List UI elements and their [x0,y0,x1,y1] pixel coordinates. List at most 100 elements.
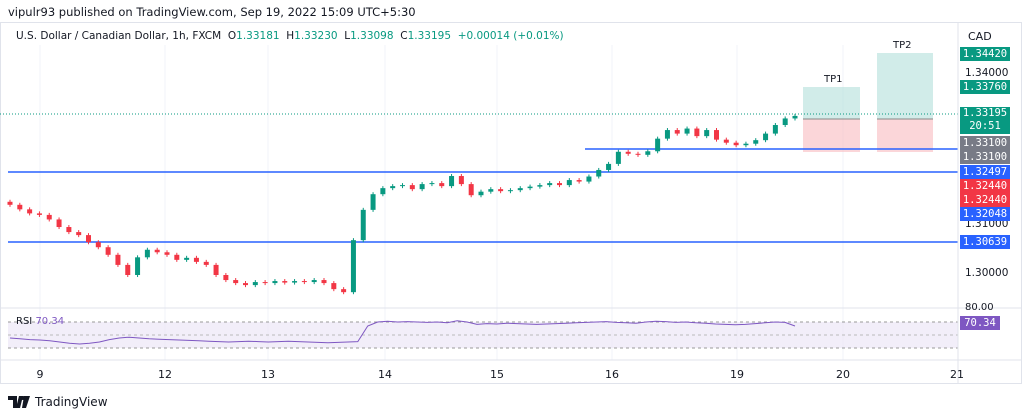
candle-body [56,219,62,228]
candle-body [27,209,33,214]
candle-body [714,130,719,140]
price-label: 1.33100 [960,136,1010,150]
candle-body [606,163,612,170]
candle-body [272,281,278,284]
low-value: 1.33098 [350,30,394,42]
candle-body [763,133,769,141]
close-value: 1.33195 [407,30,451,42]
candle-body [684,128,690,134]
candle-body [360,209,366,241]
candle-body [115,254,121,265]
time-axis-label: 16 [605,368,619,381]
price-label: 1.33760 [960,80,1010,94]
tp1-loss-zone [803,119,860,152]
candle-body [409,185,415,190]
price-label: 1.32440 [960,179,1010,193]
tp2-profit-zone [877,53,933,119]
candle-body [792,115,798,119]
time-axis-label: 14 [378,368,392,381]
candle-body [292,281,298,283]
tp2-loss-zone [877,119,933,152]
candle-body [557,183,562,186]
candle-body [301,281,307,283]
chart-frame [0,22,1022,384]
candle-body [125,264,131,275]
candle-body [635,153,641,155]
candle-body [184,257,190,260]
candle-body [537,185,543,187]
candle-body [213,264,219,275]
price-label: 1.30639 [960,235,1010,249]
tick-3: 1.30000 [965,267,1009,279]
candle-body [76,232,82,236]
rsi-label: RSI [16,316,33,327]
currency-label: CAD [968,30,992,43]
price-label: 1.33100 [960,150,1010,164]
open-label: O [227,30,237,42]
footer-logo[interactable]: TradingView [8,395,108,409]
candle-body [105,247,111,255]
time-axis-label: 21 [950,368,964,381]
candle-body [243,283,248,286]
candle-body [380,188,386,195]
candle-body [331,283,337,290]
candle-body [743,143,749,146]
time-axis-label: 12 [158,368,172,381]
symbol-name: U.S. Dollar / Canadian Dollar, 1h, FXCM [16,30,222,42]
rsi-value-label: 70.34 [960,316,1000,330]
candle-body [488,189,494,192]
ohlc-legend: U.S. Dollar / Canadian Dollar, 1h, FXCM … [16,30,564,42]
candle-body [370,194,376,210]
close-label: C [400,30,408,42]
candle-body [135,257,141,275]
time-axis-label: 9 [36,368,44,381]
candle-body [753,140,759,144]
candle-body [203,261,209,265]
candle-body [252,282,258,286]
candle-body [311,280,317,283]
candle-body [566,180,572,186]
candle-body [154,249,160,253]
candle-body [498,189,504,192]
candle-body [86,235,91,243]
candle-body [478,191,484,196]
rsi-legend: RSI 70.34 [16,316,64,327]
candle-body [282,281,288,283]
candle-body [233,280,239,284]
candle-body [17,204,23,210]
tick-1: 1.34000 [965,67,1009,79]
candle-body [655,138,661,152]
candle-body [733,142,739,146]
rsi-legend-value: 70.34 [35,316,65,327]
candle-body [576,180,582,182]
candle-body [350,240,356,293]
candle-body [664,130,670,139]
candle-body [390,186,396,189]
candle-body [36,213,42,215]
candle-body [458,176,464,185]
candle-body [223,275,229,281]
candle-body [615,151,621,164]
candle-body [419,184,425,190]
time-axis-label: 15 [490,368,504,381]
rsi-line [9,320,796,345]
price-label: 1.32497 [960,165,1010,179]
candle-body [95,242,101,248]
candle-body [144,249,150,258]
change-value: +0.00014 (+0.01%) [457,30,564,42]
candle-body [400,185,405,187]
candle-body [507,190,513,192]
candle-body [429,183,435,185]
price-label: 1.33195 20:51 [960,107,1010,134]
price-label: 1.34420 [960,47,1010,61]
candle-body [449,176,455,187]
tp1-label: TP1 [824,74,843,85]
candle-body [439,183,445,187]
candle-body [645,151,651,155]
candle-body [723,139,729,143]
tradingview-logo-icon [8,396,30,408]
candle-body [341,289,347,293]
candle-body [772,125,778,134]
candle-body [7,201,13,205]
